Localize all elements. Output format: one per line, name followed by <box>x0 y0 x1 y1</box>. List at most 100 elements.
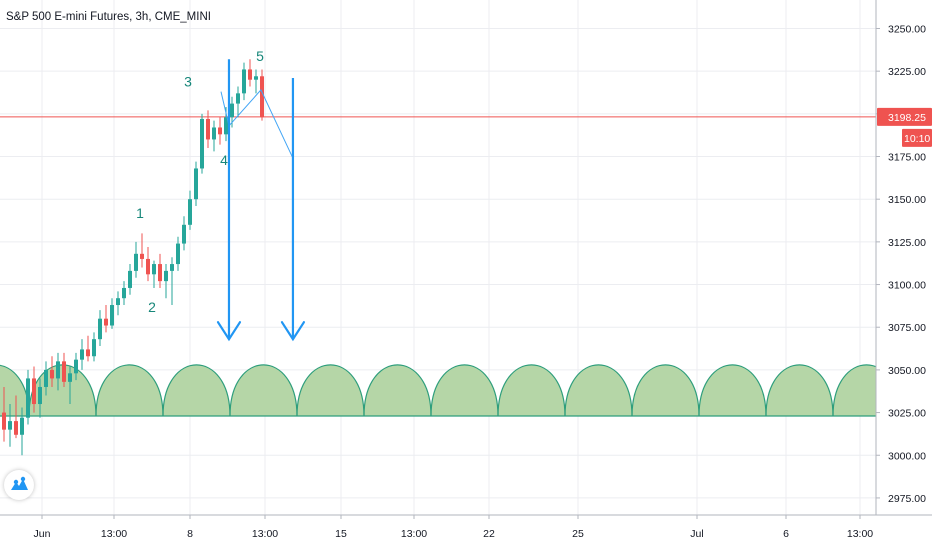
candle <box>170 257 174 306</box>
time-tick-label: 8 <box>187 528 193 540</box>
cycle-arch <box>564 364 633 416</box>
down-arrow[interactable] <box>216 59 242 342</box>
candle <box>98 310 102 346</box>
wave-labels: 1 2 3 4 5 <box>136 48 264 315</box>
cycle-arch <box>765 364 834 416</box>
candle <box>104 305 108 333</box>
cycle-arch <box>363 364 432 416</box>
candle-body <box>248 69 252 80</box>
last-price-badge-bg <box>877 107 932 126</box>
cycle-arch <box>162 364 231 416</box>
candle <box>38 378 42 418</box>
candle-body <box>26 378 30 418</box>
candle-body <box>164 270 168 282</box>
wave-label: 3 <box>184 74 192 90</box>
candle-body <box>212 127 216 140</box>
grid <box>0 0 876 515</box>
candle-body <box>110 305 114 326</box>
cycle-arch <box>229 364 298 416</box>
candle <box>122 281 126 306</box>
time-tick-label: 15 <box>335 528 347 540</box>
candle <box>110 298 114 329</box>
candle-body <box>38 386 42 405</box>
candle-body <box>74 359 78 374</box>
candle-body <box>2 412 6 430</box>
candle <box>26 369 30 425</box>
time-tick-label: Jul <box>690 528 703 540</box>
time-tick-label: 25 <box>572 528 584 540</box>
price-axis-bg <box>876 0 932 550</box>
candle <box>182 216 186 251</box>
candle-body <box>152 264 156 275</box>
time-tick-label: 13:00 <box>252 528 278 540</box>
price-tick-label: 3050.00 <box>888 365 926 377</box>
candle <box>164 264 168 299</box>
candle <box>254 69 258 94</box>
candle-body <box>98 318 102 340</box>
candle-body <box>170 264 174 271</box>
candle-body <box>194 168 198 200</box>
candle <box>200 113 204 174</box>
drawings[interactable] <box>216 59 306 342</box>
candle-body <box>128 270 132 288</box>
candle <box>188 190 192 230</box>
time-axis[interactable]: Jun 13:00 8 13:00 15 13:00 22 25 Jul 6 13:00 <box>0 514 932 550</box>
countdown-badge: 10:10 <box>902 128 932 147</box>
candle-body <box>50 369 54 379</box>
chart-title: S&P 500 E-mini Futures, 3h, CME_MINI <box>6 11 211 23</box>
candle <box>128 264 132 295</box>
price-tick-label: 3175.00 <box>888 152 926 164</box>
candle-body <box>92 339 96 357</box>
cycle-arches[interactable] <box>0 364 901 417</box>
candle-body <box>134 253 138 271</box>
cycle-arch <box>631 364 700 416</box>
price-tick-label: 3225.00 <box>888 66 926 78</box>
candle-body <box>116 298 120 306</box>
candle-body <box>8 421 12 430</box>
time-axis-bg <box>0 515 876 550</box>
price-axis[interactable]: 3250.003225.003200.003175.003150.003125.… <box>875 0 932 550</box>
candle <box>212 120 216 152</box>
candle <box>56 352 60 391</box>
candle <box>92 332 96 362</box>
candle-body <box>44 369 48 387</box>
candle-body <box>182 224 186 244</box>
candle-body <box>254 76 258 80</box>
candle-body <box>218 127 222 135</box>
price-tick-label: 3125.00 <box>888 237 926 249</box>
candle-body <box>86 349 90 357</box>
arrow-head <box>280 321 306 342</box>
candle-body <box>242 69 246 94</box>
projection-path <box>220 89 294 159</box>
price-tick-label: 2975.00 <box>888 493 926 505</box>
candle <box>242 62 246 101</box>
candle-body <box>206 118 210 140</box>
tradingview-logo-icon[interactable] <box>4 470 34 500</box>
candle-body <box>140 253 144 259</box>
cycle-arch-fill <box>0 365 900 416</box>
time-tick-label: 13:00 <box>101 528 127 540</box>
candle <box>236 86 240 118</box>
last-price-value: 3198.25 <box>888 112 926 124</box>
candle-body <box>158 264 162 282</box>
time-tick-label: Jun <box>34 528 51 540</box>
time-tick-label: 6 <box>783 528 789 540</box>
candle <box>74 352 78 381</box>
last-price-badge: 3198.25 <box>877 107 932 126</box>
candle-body <box>146 258 150 275</box>
candle-body <box>230 103 234 118</box>
cycle-arch <box>497 364 566 416</box>
candle <box>194 161 198 207</box>
candle-body <box>224 117 228 135</box>
price-tick-label: 3150.00 <box>888 194 926 206</box>
candle <box>206 110 210 148</box>
candle-body <box>260 76 264 118</box>
time-tick-label: 13:00 <box>401 528 427 540</box>
candle-body <box>176 243 180 265</box>
down-arrow[interactable] <box>280 77 306 342</box>
wave-label: 2 <box>148 299 156 315</box>
candle <box>248 59 252 87</box>
candle <box>20 407 24 456</box>
candle <box>152 260 156 288</box>
